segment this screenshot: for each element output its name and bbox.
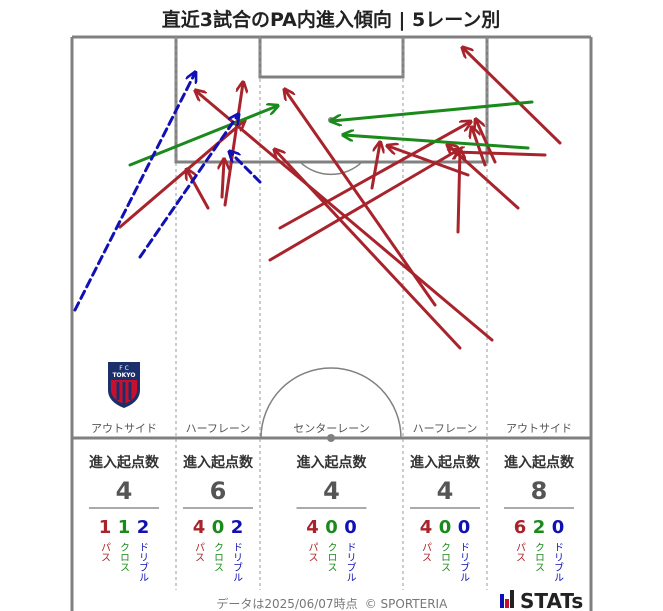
cross-count: 0 bbox=[439, 517, 452, 538]
pass-arrow bbox=[268, 150, 458, 262]
cross-label: クロス bbox=[439, 542, 450, 572]
cross-count: 0 bbox=[325, 517, 338, 538]
dribble-count: 2 bbox=[137, 517, 150, 538]
stat-label: 進入起点数 bbox=[183, 454, 254, 471]
stat-total: 8 bbox=[531, 477, 548, 505]
dribble-label: ドリブル bbox=[344, 542, 356, 582]
pass-label: パス bbox=[193, 542, 205, 562]
dribble-arrow bbox=[138, 115, 238, 259]
dribble-label: ドリブル bbox=[552, 542, 564, 582]
lane-label: ハーフレーン bbox=[186, 422, 251, 435]
cross-arrow bbox=[344, 135, 530, 150]
pass-arrow bbox=[370, 143, 380, 190]
stat-total: 4 bbox=[116, 477, 133, 505]
pass-count: 1 bbox=[99, 517, 112, 538]
cross-label: クロス bbox=[533, 542, 544, 572]
cross-label: クロス bbox=[118, 542, 129, 572]
pass-label: パス bbox=[99, 542, 111, 562]
pass-arrow bbox=[472, 128, 487, 167]
pass-label: パス bbox=[306, 542, 318, 562]
lane-label: センターレーン bbox=[293, 422, 369, 435]
stat-total: 4 bbox=[323, 477, 340, 505]
cross-count: 2 bbox=[533, 517, 546, 538]
lane-stats: アウトサイド進入起点数41パス1クロス2ドリブルハーフレーン進入起点数64パス0… bbox=[89, 422, 575, 582]
pass-arrow bbox=[455, 152, 547, 155]
dribble-arrow bbox=[73, 73, 195, 312]
stats-logo-icon bbox=[500, 590, 514, 608]
credit: © SPORTERIA bbox=[365, 597, 448, 611]
center-circle bbox=[260, 367, 402, 439]
cross-count: 1 bbox=[118, 517, 131, 538]
chart-title: 直近3試合のPA内進入傾向 | 5レーン別 bbox=[162, 8, 501, 31]
stat-label: 進入起点数 bbox=[89, 454, 160, 471]
dribble-count: 0 bbox=[344, 517, 357, 538]
goal-area bbox=[258, 35, 405, 79]
stat-total: 4 bbox=[437, 477, 454, 505]
stat-total: 6 bbox=[210, 477, 227, 505]
dribble-arrow bbox=[230, 152, 262, 184]
svg-text:F C: F C bbox=[119, 365, 129, 372]
lane-label: ハーフレーン bbox=[413, 422, 478, 435]
date-note: データは2025/06/07時点 bbox=[216, 596, 357, 611]
lane-dividers bbox=[175, 37, 488, 590]
center-spot bbox=[327, 434, 335, 442]
dribble-label: ドリブル bbox=[458, 542, 470, 582]
stat-label: 進入起点数 bbox=[504, 454, 575, 471]
lane-label: アウトサイド bbox=[506, 422, 572, 435]
dribble-label: ドリブル bbox=[137, 542, 149, 582]
dribble-count: 2 bbox=[231, 517, 244, 538]
pass-label: パス bbox=[514, 542, 526, 562]
pass-count: 4 bbox=[420, 517, 433, 538]
entry-arrows bbox=[73, 48, 562, 350]
fc-tokyo-crest-icon: F C TOKYO bbox=[108, 362, 140, 408]
pass-count: 4 bbox=[306, 517, 319, 538]
pass-arrow bbox=[275, 150, 462, 350]
pass-arrow bbox=[463, 48, 562, 145]
brand-name: STATs bbox=[520, 589, 583, 611]
penalty-arc bbox=[299, 161, 363, 176]
cross-arrow bbox=[332, 100, 534, 121]
dribble-count: 0 bbox=[458, 517, 471, 538]
dribble-count: 0 bbox=[552, 517, 565, 538]
pass-arrow bbox=[388, 146, 470, 177]
pass-count: 6 bbox=[514, 517, 527, 538]
pass-arrow bbox=[223, 83, 243, 207]
pass-label: パス bbox=[420, 542, 432, 562]
pass-count: 4 bbox=[193, 517, 206, 538]
cross-count: 0 bbox=[212, 517, 225, 538]
crest-text: TOKYO bbox=[112, 372, 135, 379]
pass-arrow bbox=[222, 160, 224, 199]
lane-label: アウトサイド bbox=[91, 422, 157, 435]
pass-arrow bbox=[118, 121, 244, 229]
dribble-label: ドリブル bbox=[231, 542, 243, 582]
cross-label: クロス bbox=[212, 542, 223, 572]
stat-label: 進入起点数 bbox=[297, 454, 368, 471]
pass-arrow bbox=[458, 150, 460, 234]
stat-label: 進入起点数 bbox=[410, 454, 481, 471]
cross-label: クロス bbox=[325, 542, 336, 572]
pass-arrow bbox=[187, 170, 210, 210]
